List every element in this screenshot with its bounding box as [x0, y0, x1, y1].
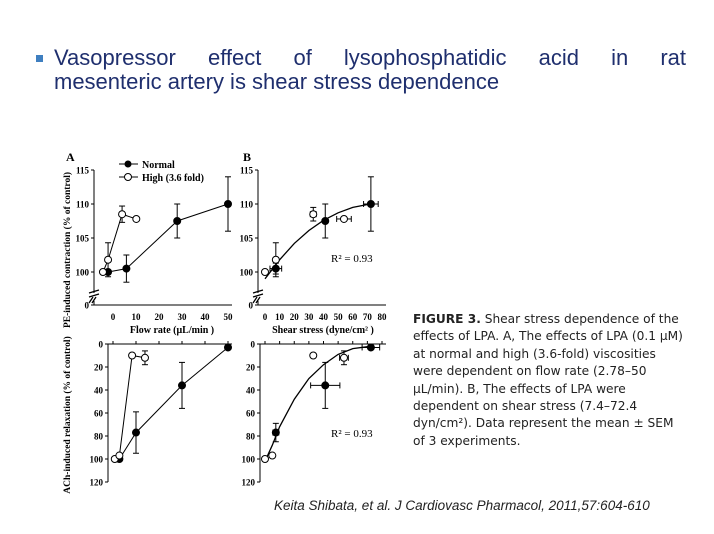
b-top-y-tick-label: 110 [240, 200, 254, 210]
b-bottom-y-tick-label: 40 [246, 386, 256, 396]
a-bottom-high-series-line [114, 354, 146, 460]
a-top-y-tick-label: 105 [76, 234, 90, 244]
b-top-normal-data-point [321, 217, 330, 225]
b-bottom-high-data-point [268, 451, 277, 460]
x-axis-label-shear: Shear stress (dyne/cm² ) [272, 325, 374, 336]
a-top-y-tick-label: 115 [76, 166, 90, 176]
b-bottom-x-tick-label: 70 [363, 312, 373, 322]
a-bottom-y-tick-label: 0 [99, 340, 104, 350]
a-bottom-y-tick-label: 120 [90, 478, 104, 488]
a-bottom-x-tick-label: 40 [201, 312, 211, 322]
a-top-normal-data-point [173, 217, 182, 225]
r-squared-bottom: R² = 0.93 [331, 428, 373, 440]
caption-figure-number: FIGURE 3. [413, 312, 481, 326]
legend: Normal High (3.6 fold) [119, 160, 204, 184]
a-top-high-data-point [98, 268, 107, 276]
a-top-normal-data-point [122, 264, 131, 273]
b-bottom-y-tick-label: 100 [242, 455, 256, 465]
b-bottom-high-data-point [309, 351, 318, 360]
a-bottom-y-tick-label: 80 [94, 432, 104, 442]
b-bottom-x-tick-label: 0 [263, 312, 268, 322]
figure-caption: FIGURE 3. Shear stress dependence of the… [413, 311, 685, 450]
panel-label-b: B [243, 150, 251, 164]
b-bottom-high-data-point [261, 455, 269, 463]
a-bottom-x-tick-label: 20 [155, 312, 165, 322]
a-top-high-data-point [132, 214, 141, 223]
title-line-2: mesenteric artery is shear stress depend… [54, 69, 500, 94]
b-bottom-x-tick-label: 10 [275, 312, 285, 322]
panel-label-a: A [66, 150, 75, 164]
y-axis-label-ach: ACh-induced relaxation (% of control) [62, 336, 73, 493]
title-line-1: Vasopressor effect of lysophosphatidic a… [54, 45, 686, 70]
b-top-axis-break-mark [252, 289, 264, 298]
b-top-high-data-point [339, 214, 348, 223]
b-bottom-x-tick-label: 80 [378, 312, 388, 322]
a-bottom-y-tick-label: 60 [94, 409, 104, 419]
b-bottom-normal-data-point [366, 343, 375, 352]
b-bottom-x-tick-label: 30 [304, 312, 314, 322]
a-top-y-tick-label: 110 [76, 200, 90, 210]
b-bottom-x-tick-label: 20 [290, 312, 300, 322]
x-axis-label-flow: Flow rate (μL/min ) [130, 325, 214, 336]
a-bottom-high-data-point [140, 353, 149, 362]
square-bullet-icon [36, 55, 43, 62]
b-bottom-normal-data-point [271, 428, 280, 437]
b-bottom-y-tick-label: 0 [251, 340, 256, 350]
a-bottom-high-data-point [128, 351, 137, 360]
a-top-y-tick-label: 100 [76, 268, 90, 278]
a-bottom-x-tick-label: 30 [178, 312, 188, 322]
b-bottom-normal-data-point [321, 381, 330, 390]
a-top-high-data-point [118, 210, 127, 219]
legend-marker-normal [124, 160, 132, 168]
b-top-high-data-point [271, 255, 280, 264]
legend-marker-high [124, 173, 132, 181]
a-bottom-normal-data-point [178, 381, 186, 390]
a-bottom-normal-data-point [224, 343, 232, 352]
a-bottom-y-tick-label: 20 [94, 363, 104, 373]
b-top-y-tick-label: 115 [240, 166, 254, 176]
b-top-high-data-point [309, 210, 318, 219]
b-top-y-tick-label: 100 [240, 268, 254, 278]
b-bottom-fit-curve [264, 345, 371, 462]
a-top-high-data-point [104, 255, 113, 264]
y-axis-label-pe: PE-induced contraction (% of control) [62, 172, 73, 328]
b-top-fit-curve [264, 203, 371, 280]
a-bottom-y-tick-label: 100 [90, 455, 104, 465]
a-bottom-normal-series-line [118, 347, 229, 460]
b-top-y-tick-label: 105 [240, 234, 254, 244]
a-top-normal-series-line [108, 203, 229, 273]
b-bottom-y-tick-label: 80 [246, 432, 256, 442]
b-bottom-high-data-point [339, 353, 348, 362]
b-top-high-data-point [261, 268, 269, 276]
b-bottom-x-tick-label: 60 [348, 312, 358, 322]
b-bottom-y-tick-label: 60 [246, 409, 256, 419]
a-bottom-y-tick-label: 40 [94, 386, 104, 396]
b-bottom-y-tick-label: 120 [242, 478, 256, 488]
citation: Keita Shibata, et al. J Cardiovasc Pharm… [274, 498, 650, 513]
a-top-normal-data-point [224, 200, 232, 208]
b-bottom-x-tick-label: 50 [334, 312, 344, 322]
legend-label-high: High (3.6 fold) [142, 173, 204, 184]
a-top-high-series-line [102, 213, 137, 273]
a-bottom-x-tick-label: 0 [111, 312, 116, 322]
a-bottom-x-tick-label: 10 [132, 312, 142, 322]
b-bottom-y-tick-label: 20 [246, 363, 256, 373]
b-bottom-x-tick-label: 40 [319, 312, 329, 322]
legend-label-normal: Normal [142, 160, 175, 171]
a-bottom-high-data-point [115, 451, 124, 460]
r-squared-top: R² = 0.93 [331, 253, 373, 265]
a-top-x-break-mark [88, 296, 97, 304]
caption-text: Shear stress dependence of the effects o… [413, 312, 683, 448]
a-top-y-tick-label: 0 [85, 301, 90, 311]
b-top-normal-data-point [366, 200, 375, 208]
b-top-y-tick-label: 0 [249, 301, 254, 311]
b-top-x-break-mark [252, 296, 261, 304]
a-top-axis-break-mark [88, 289, 100, 298]
a-bottom-x-tick-label: 50 [224, 312, 234, 322]
a-bottom-normal-data-point [132, 428, 140, 437]
